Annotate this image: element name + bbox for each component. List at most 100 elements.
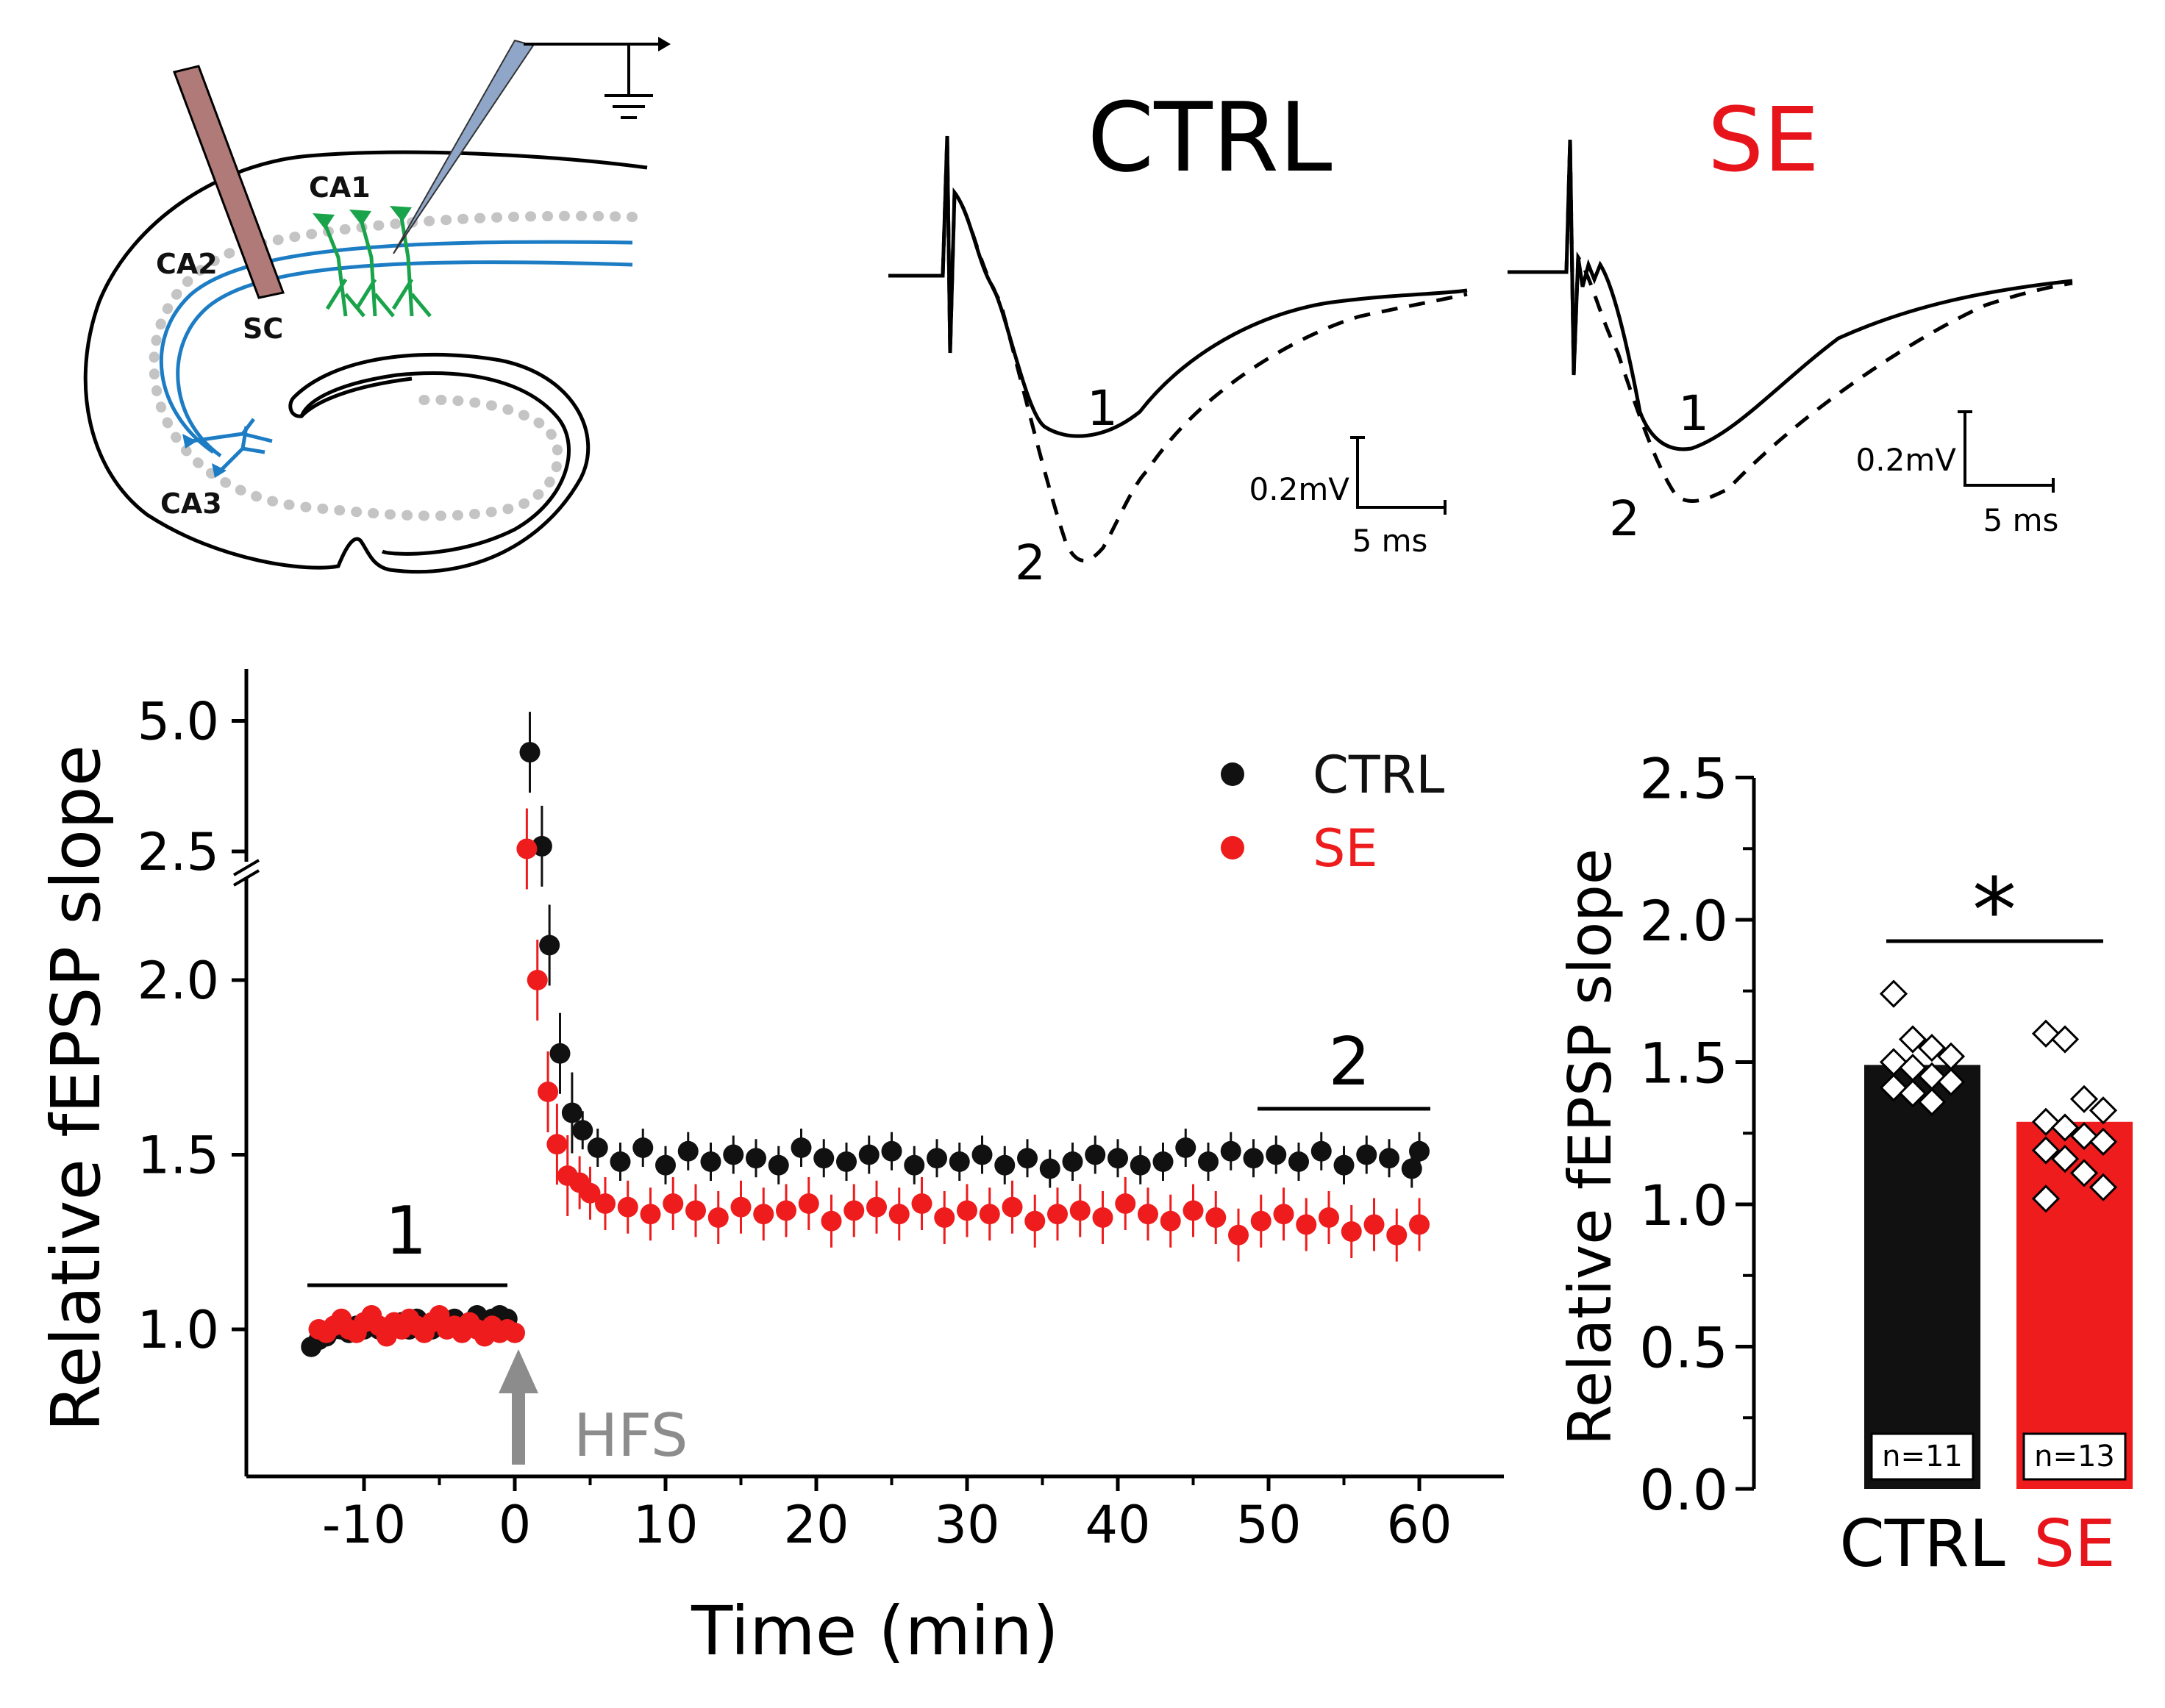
data-point-ctrl [904,1154,925,1176]
data-point-ctrl [836,1151,857,1172]
data-point-se [1138,1204,1158,1225]
trace-ctrl-label-2: 2 [1015,535,1046,591]
legend-ctrl-marker [1221,762,1244,786]
data-point-ctrl [1152,1151,1174,1172]
bar-y-tick-label: 2.5 [1639,746,1728,812]
individual-point-se [2031,1184,2061,1213]
period-2-label: 2 [1328,1023,1370,1101]
data-point-ctrl [549,1043,571,1064]
data-point-ctrl [1017,1148,1038,1169]
trace-se-dashed [1508,139,2073,504]
data-point-ctrl [1108,1148,1128,1169]
data-point-se [1250,1210,1271,1232]
label-ca3: CA3 [160,487,222,520]
scalebar-ctrl-time: 5 ms [1352,523,1428,559]
label-ca1: CA1 [309,171,371,204]
period-1-label: 1 [385,1193,427,1270]
data-point-ctrl [1401,1158,1422,1179]
ca1-soma-1 [313,213,335,229]
bar-y-ticks: 0.0 0.5 1.0 1.5 2.0 2.5 [1639,746,1754,1523]
timecourse-y-tick-label: 5.0 [138,692,219,752]
legend-se-marker [1221,836,1244,860]
data-point-se [546,1134,568,1155]
individual-point-se [2089,1127,2118,1156]
label-ca2: CA2 [156,248,218,280]
data-point-se [1047,1204,1068,1225]
hfs-arrow-shaft [512,1390,525,1465]
bar-marks: n=11 CTRL n=13 SE [1839,979,2133,1582]
timecourse-y-label: Relative fEPSP slope [37,745,115,1432]
data-point-ctrl [677,1140,699,1162]
scalebar-ctrl-voltage: 0.2mV [1249,471,1350,507]
data-point-se [1069,1200,1091,1221]
data-point-ctrl [1062,1151,1083,1172]
series-se [308,808,1430,1347]
data-point-se [888,1204,910,1225]
data-point-ctrl [949,1151,970,1172]
data-point-ctrl [858,1144,880,1165]
data-point-ctrl [768,1154,789,1176]
scalebar-ctrl [1350,436,1447,515]
scalebar-se-voltage: 0.2mV [1856,442,1957,478]
bar-ctrl [1864,1065,1980,1489]
data-point-ctrl [1175,1137,1196,1158]
data-point-se [640,1204,661,1225]
timecourse-x-tick-label: 30 [934,1495,999,1555]
individual-point-se [2089,1096,2118,1125]
data-point-se [1409,1214,1430,1235]
data-point-se [1386,1224,1408,1246]
data-point-ctrl [723,1144,744,1165]
bar-y-tick-label: 2.0 [1639,888,1728,954]
ca1-neurons [321,212,432,318]
ca3-neuron-2 [219,426,265,472]
timecourse-x-tick-label: -10 [322,1495,406,1555]
data-point-se [911,1193,932,1214]
data-point-se [1183,1200,1204,1221]
data-point-ctrl [587,1137,608,1158]
data-point-ctrl [791,1137,812,1158]
data-point-se [1115,1193,1136,1214]
data-point-se [730,1196,752,1218]
data-point-se [1273,1204,1294,1225]
timecourse-x-tick-label: 40 [1085,1495,1150,1555]
stimulating-electrode [173,65,285,299]
data-point-ctrl [1039,1158,1060,1179]
n-label-ctrl: n=11 [1882,1440,1963,1473]
data-point-ctrl [1243,1148,1264,1169]
individual-point-ctrl [1879,979,1908,1008]
data-point-se [504,1322,525,1343]
individual-point-se [2050,1113,2080,1142]
n-label-box [1870,1432,1975,1481]
data-point-se [776,1200,796,1221]
individual-point-ctrl [1917,1034,1947,1062]
data-point-ctrl [1085,1144,1106,1165]
data-point-ctrl [1266,1144,1287,1165]
data-point-se [1160,1210,1181,1232]
data-point-se [979,1204,1000,1225]
hfs-label: HFS [574,1401,688,1470]
ca3-neuron-1 [190,418,273,443]
bar-y-tick-label: 1.0 [1639,1173,1728,1238]
legend-se-label: SE [1313,818,1378,879]
scalebar-se-time: 5 ms [1983,502,2059,538]
trace-title-ctrl: CTRL [1088,82,1333,193]
trace-panel-ctrl: CTRL 1 2 0.2mV 5 ms [888,82,1468,591]
data-point-ctrl [1288,1151,1309,1172]
data-point-ctrl [561,1102,582,1123]
data-point-se [1002,1196,1023,1218]
trace-panel-se: SE 1 2 0.2mV 5 ms [1508,90,2073,547]
individual-point-ctrl [1898,1079,1927,1108]
data-point-ctrl [519,742,541,763]
data-point-ctrl [539,935,560,956]
legend-ctrl-label: CTRL [1313,745,1444,805]
individual-point-ctrl [1936,1068,1966,1096]
trace-title-se: SE [1708,90,1819,192]
data-point-ctrl [655,1154,676,1176]
inner-outline [300,376,413,418]
timecourse-x-tick-label: 60 [1386,1495,1452,1555]
series-ctrl [301,712,1430,1357]
data-point-ctrl [813,1148,835,1169]
hippocampus-diagram: CA1 CA2 SC CA3 [83,37,671,574]
data-point-se [798,1193,819,1214]
